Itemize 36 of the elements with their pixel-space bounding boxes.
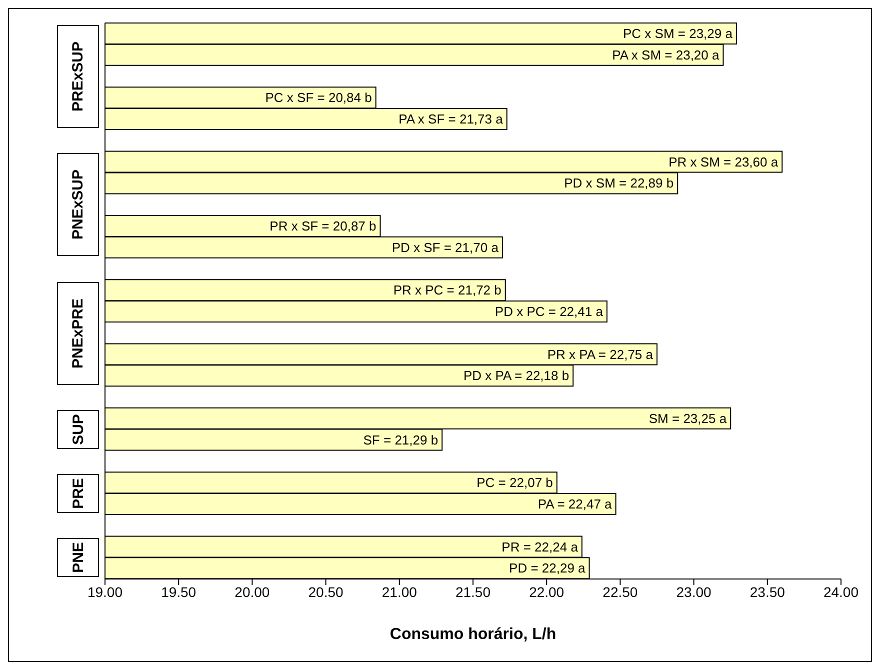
x-tick-label: 20.50 <box>308 584 344 600</box>
data-label: PA x SM = 23,20 a <box>612 47 720 62</box>
x-tick-label: 21.00 <box>382 584 418 600</box>
data-label: PD = 22,29 a <box>509 560 586 576</box>
x-tick-label: 22.00 <box>529 584 564 600</box>
data-label: PC x SF = 20,84 b <box>265 90 372 106</box>
data-label: PR x SF = 20,87 b <box>270 218 376 234</box>
x-axis-title: Consumo horário, L/h <box>390 626 556 643</box>
group-label-box: PNExSUP <box>57 153 99 256</box>
data-label: SM = 23,25 a <box>648 410 728 426</box>
x-tick-label: 23.00 <box>676 584 712 600</box>
group-label-box: SUP <box>57 410 99 449</box>
data-label: PD x PC = 22,41 a <box>494 304 604 320</box>
data-label: PC = 22,07 b <box>476 475 553 490</box>
data-label: PR = 22,24 a <box>502 539 579 554</box>
x-tick-label: 19.50 <box>161 584 196 600</box>
data-label: PR x PA = 22,75 a <box>547 346 654 362</box>
data-label: PA = 22,47 a <box>538 496 613 512</box>
group-label-box: PRExSUP <box>57 25 99 128</box>
data-label: PD x PA = 22,18 b <box>463 368 570 384</box>
x-tick-label: 20.00 <box>234 584 270 600</box>
group-label-box: PRE <box>57 474 99 513</box>
group-label-box: PNE <box>57 538 99 577</box>
data-label: PC x SM = 23,29 a <box>623 26 734 42</box>
x-tick-label: 21.50 <box>455 584 491 600</box>
data-label: PA x SF = 21,73 a <box>398 112 504 127</box>
group-label-box: PNExPRE <box>57 282 99 385</box>
x-tick-label: 22.50 <box>602 584 638 600</box>
data-label: PD x SM = 22,89 b <box>564 176 674 191</box>
data-label: PR x SM = 23,60 a <box>668 154 779 170</box>
x-tick-label: 23.50 <box>750 584 786 600</box>
data-label: SF = 21,29 b <box>363 432 438 448</box>
data-label: PR x PC = 21,72 b <box>393 282 502 298</box>
x-tick-label: 24.00 <box>823 584 859 600</box>
x-tick-label: 19.00 <box>87 584 123 600</box>
data-label: PD x SF = 21,70 a <box>392 240 500 255</box>
